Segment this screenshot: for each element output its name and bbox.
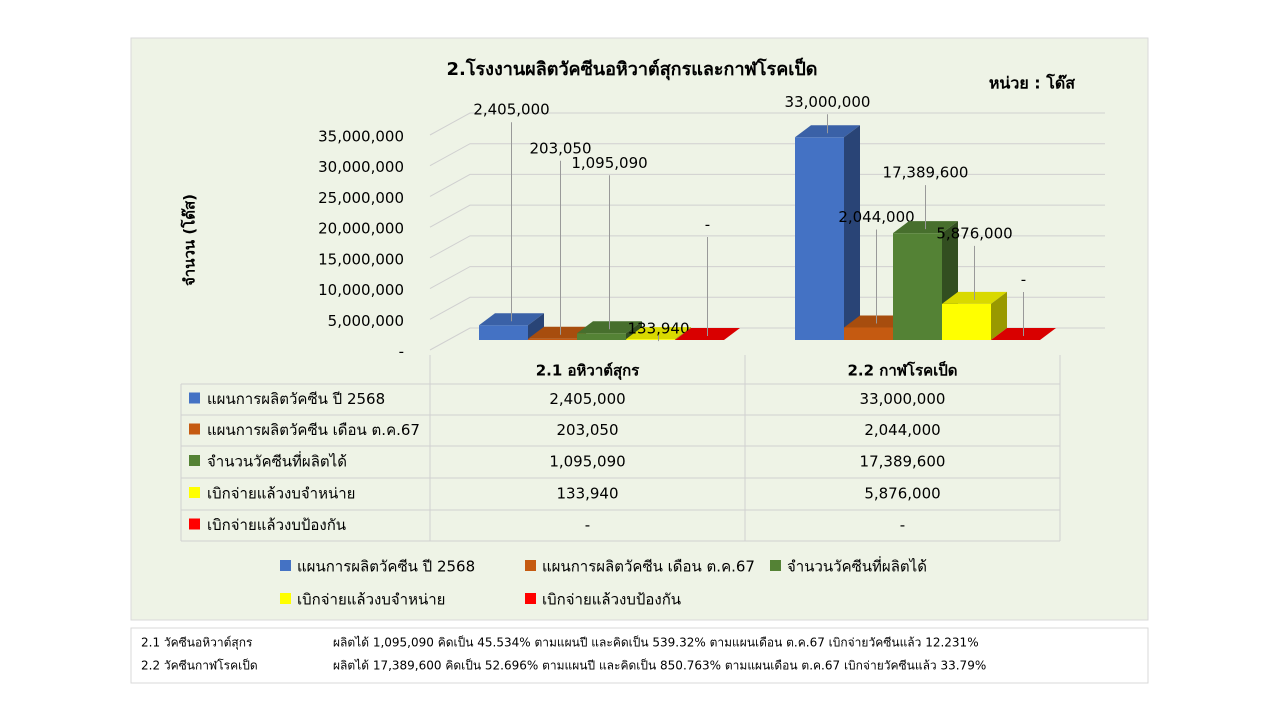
bar-side (675, 327, 691, 340)
legend-label: แผนการผลิตวัคซีน เดือน ต.ค.67 (542, 558, 755, 576)
grid-line (429, 143, 1105, 167)
y-tick-label: 35,000,000 (318, 128, 404, 146)
table-legend-key (189, 455, 200, 466)
y-axis-label: จำนวน (โด๊ส) (180, 194, 199, 286)
table-row-label: แผนการผลิตวัคซีน เดือน ต.ค.67 (207, 421, 420, 439)
table-cell: 2,044,000 (864, 421, 940, 439)
value-label: 33,000,000 (785, 93, 871, 111)
y-tick-label: 10,000,000 (318, 281, 404, 299)
value-label: 2,405,000 (473, 101, 549, 119)
bar-side (528, 313, 544, 340)
bar-side (626, 321, 642, 340)
table-cell: 17,389,600 (860, 453, 946, 471)
legend-label: เบิกจ่ายแล้วงบจำหน่าย (297, 591, 445, 609)
bar (942, 303, 991, 340)
legend-label: เบิกจ่ายแล้วงบป้องกัน (542, 591, 681, 609)
y-tick-label: 20,000,000 (318, 220, 404, 238)
unit-label: หน่วย : โด๊ส (989, 73, 1075, 93)
table-legend-key (189, 518, 200, 530)
bar (795, 137, 844, 340)
table-cell: 33,000,000 (860, 390, 946, 408)
y-tick-label: 15,000,000 (318, 250, 404, 268)
table-row-label: จำนวนวัคซีนที่ผลิตได้ (207, 451, 347, 471)
bar (626, 339, 675, 340)
table-legend-key (189, 487, 200, 498)
legend-key (770, 560, 781, 571)
table-legend-key (189, 423, 200, 435)
table-cell: 1,095,090 (549, 453, 625, 471)
table-cell: - (900, 516, 905, 534)
y-tick-label: 5,000,000 (328, 312, 404, 330)
value-label: 2,044,000 (838, 208, 914, 226)
chart-title: 2.โรงงานผลิตวัคซีนอหิวาต์สุกรและกาฬโรคเป… (446, 57, 817, 81)
note-label: 2.2 วัคซีนกาฬโรคเป็ด (141, 658, 258, 673)
table-cell: 133,940 (556, 485, 618, 503)
bar-side (844, 125, 860, 341)
table-grid (180, 355, 1061, 542)
table-row-label: แผนการผลิตวัคซีน ปี 2568 (207, 390, 385, 408)
value-label: - (1021, 271, 1026, 289)
value-label: - (705, 216, 710, 234)
note-label: 2.1 วัคซีนอหิวาต์สุกร (141, 636, 253, 651)
notes-box (130, 627, 1149, 684)
note-text: ผลิตได้ 17,389,600 คิดเป็น 52.696% ตามแผ… (333, 658, 986, 673)
bar (528, 338, 577, 340)
legend-key (525, 593, 536, 604)
y-tick-label: - (399, 343, 404, 361)
bar (893, 233, 942, 340)
grid-line (429, 204, 1105, 228)
bar (844, 327, 893, 340)
value-label: 133,940 (627, 320, 689, 338)
table-cell: 203,050 (556, 421, 618, 439)
table-cell: 5,876,000 (864, 485, 940, 503)
bar (577, 333, 626, 340)
note-text: ผลิตได้ 1,095,090 คิดเป็น 45.534% ตามแผน… (333, 635, 979, 650)
legend-key (280, 560, 291, 571)
grid-line (429, 173, 1105, 197)
grid-line (429, 112, 1105, 136)
legend-key (525, 560, 536, 571)
value-label: 1,095,090 (571, 154, 647, 172)
value-label: 203,050 (529, 139, 591, 157)
bar-side (991, 291, 1007, 340)
legend-label: จำนวนวัคซีนที่ผลิตได้ (787, 556, 927, 576)
bar-top (626, 327, 691, 340)
y-tick-label: 25,000,000 (318, 189, 404, 207)
value-label: 5,876,000 (936, 224, 1012, 242)
table-header: 2.1 อหิวาต์สุกร (536, 362, 641, 381)
table-cell: - (585, 516, 590, 534)
table-row-label: เบิกจ่ายแล้วงบจำหน่าย (207, 485, 355, 503)
bar (479, 325, 528, 340)
table-row-label: เบิกจ่ายแล้วงบป้องกัน (207, 516, 346, 534)
legend-key (280, 593, 291, 604)
table-cell: 2,405,000 (549, 390, 625, 408)
legend-label: แผนการผลิตวัคซีน ปี 2568 (297, 558, 475, 576)
value-label: 17,389,600 (883, 164, 969, 182)
y-tick-label: 30,000,000 (318, 158, 404, 176)
table-header: 2.2 กาฬโรคเป็ด (847, 361, 957, 380)
table-legend-key (189, 392, 200, 404)
